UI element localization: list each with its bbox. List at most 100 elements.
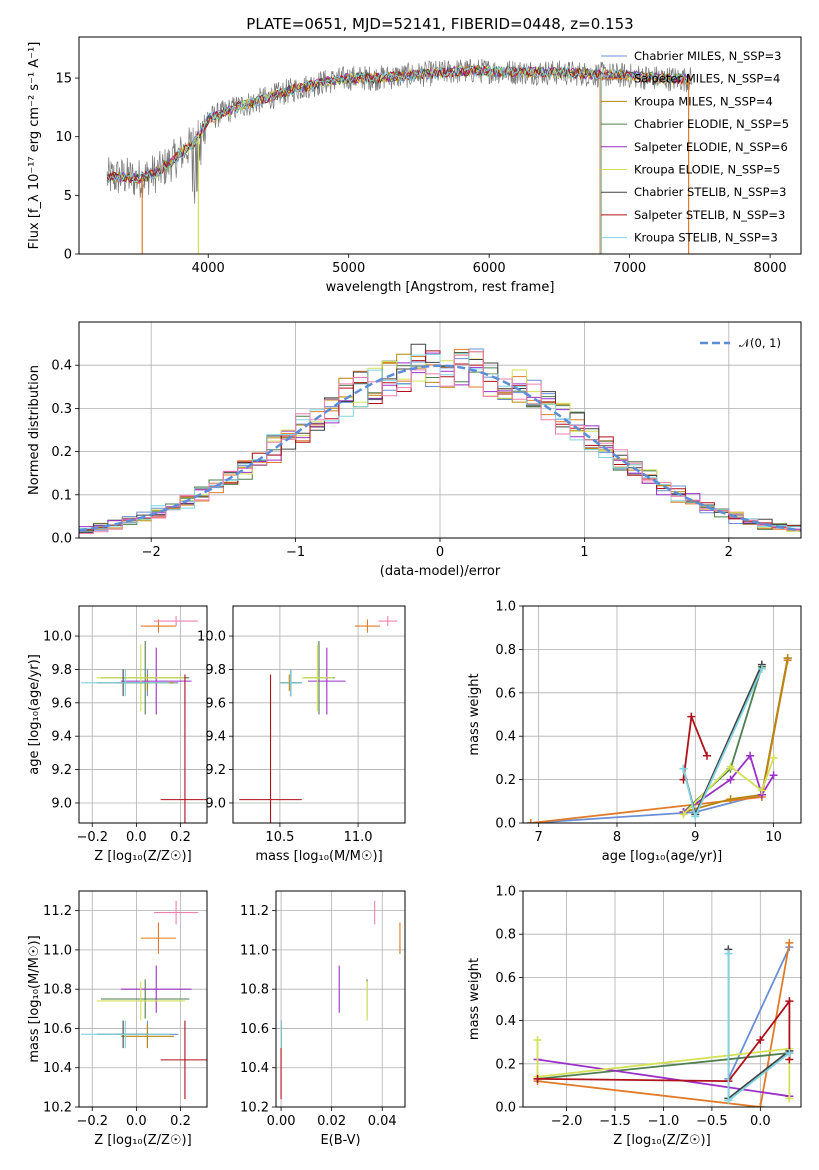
chart-panel-7: −2.0 −1.5 −1.0 −0.5 0.0 0.0 0.2 0.4 0.6 0.8 1.0 Z [… [467,885,802,1148]
y-tick-label: 10.2 [240,1101,269,1116]
x-tick-label: −0.2 [76,1114,108,1129]
weight-point-4-2 [746,751,755,760]
y-tick-label: 0 [64,248,72,263]
y-tick-label: 9.2 [51,763,72,778]
y-tick-label: 0.0 [495,817,516,832]
x-tick-label: −0.5 [696,1114,728,1129]
x-tick-label: 0.0 [750,1114,771,1129]
weight-point-8-1 [691,812,700,821]
y-axis-label: mass weight [467,958,482,1040]
weight-point-6-0 [533,1074,542,1083]
weight-line-1 [537,942,791,1107]
weight-point-7-1 [724,1096,733,1105]
weight-point-2-1 [726,795,735,804]
y-tick-label: 9.0 [205,796,226,811]
axes-frame [232,605,406,824]
y-tick-label: 9.6 [51,696,72,711]
x-tick-label: −2 [142,545,161,560]
y-tick-label: 0.8 [495,643,516,658]
x-tick-label: 6000 [473,261,506,276]
x-tick-label: 0.2 [170,830,191,845]
y-tick-label: 11.0 [240,943,269,958]
data-spectrum-line [106,58,692,204]
y-tick-label: 1.0 [495,885,516,900]
legend-entry-2: Kroupa MILES, N_SSP=4 [634,94,773,108]
y-tick-label: 10.8 [43,983,72,998]
x-tick-label: 0.0 [126,1114,147,1129]
x-axis-label: Z [log₁₀(Z/Z☉)] [613,1133,710,1148]
weight-line-7 [727,953,790,1103]
plot-area [526,654,792,823]
y-axis-label: mass [log₁₀(M/M☉)] [27,935,42,1062]
legend: 𝒩(0, 1) [700,336,781,350]
normal-reference-line [79,364,801,532]
legend-entry-4: Salpeter ELODIE, N_SSP=6 [634,140,788,154]
axes-frame [78,890,208,1108]
x-tick-label: 10.5 [265,830,294,845]
x-tick-label: 0.00 [267,1114,296,1129]
axes-frame [78,36,802,255]
y-tick-label: 0.1 [51,488,72,503]
x-tick-label: −1 [286,545,305,560]
y-tick-label: 0.2 [495,773,516,788]
y-tick-label: 10 [55,130,72,145]
weight-line-3 [537,1058,790,1098]
x-tick-label: 0.04 [368,1114,397,1129]
weight-line-4 [536,1040,791,1099]
chart-panel-4: 7 8 9 10 0.0 0.2 0.4 0.6 0.8 1.0 age [log₁₀(age/yr… [467,600,802,864]
x-tick-label: 4000 [192,261,225,276]
axes-frame [522,605,802,824]
x-tick-label: 9 [691,830,699,845]
plot-area [81,616,207,823]
weight-point-5-3 [769,753,778,762]
weight-point-6-2 [756,1036,765,1045]
x-axis-label: age [log₁₀(age/yr)] [602,849,723,864]
y-axis-label: Normed distribution [27,365,42,495]
chart-panel-6: 0.00 0.02 0.04 10.2 10.4 10.6 10.8 11.0 11.2 E(B-… [240,890,406,1148]
x-tick-label: 0.2 [170,1114,191,1129]
y-tick-label: 10.8 [240,983,269,998]
x-axis-label: E(B-V) [320,1133,360,1148]
y-tick-label: 10.2 [43,1101,72,1116]
x-tick-label: 10 [765,830,782,845]
x-tick-label: −0.2 [76,830,108,845]
axes-frame [522,890,802,1108]
y-tick-label: 9.8 [205,663,226,678]
y-tick-label: 0.4 [495,730,516,745]
x-tick-label: 0 [436,545,444,560]
y-tick-label: 0.0 [51,532,72,547]
y-tick-label: 10.4 [43,1061,72,1076]
legend-entry-8: Kroupa STELIB, N_SSP=3 [634,231,778,245]
x-tick-label: −2.0 [551,1114,583,1129]
y-axis-label: Flux [f_λ 10⁻¹⁷ erg cm⁻² s⁻¹ A⁻¹] [27,42,42,250]
legend-entry-3: Chabrier ELODIE, N_SSP=5 [634,117,789,131]
weight-point-8-0 [679,764,688,773]
y-tick-label: 9.6 [205,696,226,711]
chart-panel-3: 10.5 11.0 9.0 9.2 9.4 9.6 9.8 10.0 mass [log₁₀(M… [197,605,406,864]
y-tick-label: 0.8 [495,928,516,943]
weight-point-7-2 [785,1049,794,1057]
weight-line-2 [683,657,789,813]
x-tick-label: 8 [613,830,621,845]
x-tick-label: 11.0 [344,830,373,845]
plot-area [533,938,794,1107]
x-tick-label: 7 [535,830,543,845]
y-tick-label: 0.4 [51,359,72,374]
x-tick-label: 5000 [332,261,365,276]
weight-point-4-1 [726,775,735,784]
legend-entry-5: Kroupa ELODIE, N_SSP=5 [634,163,780,177]
y-tick-label: 5 [64,189,72,204]
weight-point-4-3 [785,1094,794,1103]
x-tick-label: −1.5 [599,1114,631,1129]
y-tick-label: 11.2 [240,904,269,919]
x-tick-label: 7000 [613,261,646,276]
chart-panel-0: Chabrier MILES, N_SSP=3 Salpeter MILES, N… [27,15,802,295]
weight-point-7-1 [687,712,696,721]
y-tick-label: 0.6 [495,971,516,986]
y-tick-label: 9.2 [205,763,226,778]
y-tick-label: 0.0 [495,1101,516,1116]
x-axis-label: mass [log₁₀(M/M☉)] [255,849,382,864]
weight-point-1-1 [756,1103,765,1107]
weight-point-1-2 [785,938,794,947]
